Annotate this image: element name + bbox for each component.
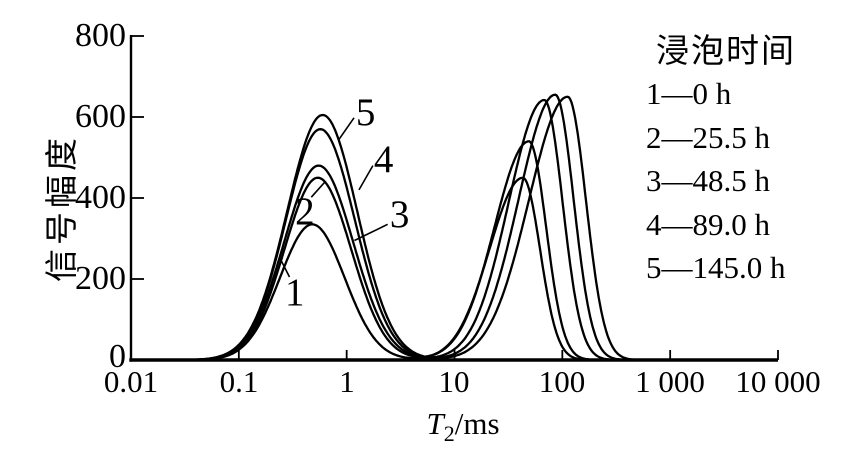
curve-label-5: 5	[355, 90, 376, 134]
x-tick-label-100: 100	[538, 364, 586, 399]
x-tick-label-0.01: 0.01	[103, 364, 159, 399]
legend-entry-3: 3—48.5 h	[646, 163, 770, 198]
x-tick-label-10: 10	[438, 364, 470, 399]
x-tick-label-1000: 1 000	[635, 364, 705, 399]
legend-entry-4: 4—89.0 h	[646, 206, 770, 242]
curve-label-3: 3	[389, 193, 410, 236]
x-tick-label-10000: 10 000	[735, 364, 821, 399]
x-axis-symbol: T	[426, 406, 444, 441]
curve-label-leader-5	[338, 117, 355, 140]
legend-entry-2: 2—25.5 h	[646, 119, 770, 155]
x-axis-subscript: 2	[443, 421, 455, 447]
curve-label-leader-1	[279, 257, 291, 278]
legend-entry-5: 5—145.0 h	[646, 250, 786, 285]
y-tick-label-600: 600	[75, 98, 126, 135]
curve-label-4: 4	[373, 137, 394, 181]
x-axis-unit: /ms	[454, 406, 500, 441]
curve-label-leader-3	[354, 223, 389, 242]
x-tick-label-0.1: 0.1	[219, 364, 259, 399]
y-tick-label-400: 400	[75, 179, 126, 216]
legend-entry-1: 1—0 h	[646, 76, 732, 111]
legend: 浸泡时间 1—0 h 2—25.5 h 3—48.5 h 4—89.0 h 5—…	[642, 32, 848, 290]
curve-label-leader-4	[358, 165, 374, 191]
curve-label-leader-2	[310, 181, 326, 198]
x-tick-label-1: 1	[339, 364, 355, 399]
y-tick-label-800: 800	[75, 17, 126, 54]
curve-label-1: 1	[284, 271, 305, 315]
curve-series-5	[131, 95, 778, 362]
y-tick-label-200: 200	[75, 260, 126, 297]
x-axis-label: T2/ms	[398, 407, 528, 451]
y-tick-label-0: 0	[109, 338, 126, 375]
legend-title: 浸泡时间	[656, 34, 796, 70]
curve-label-2: 2	[295, 190, 315, 234]
